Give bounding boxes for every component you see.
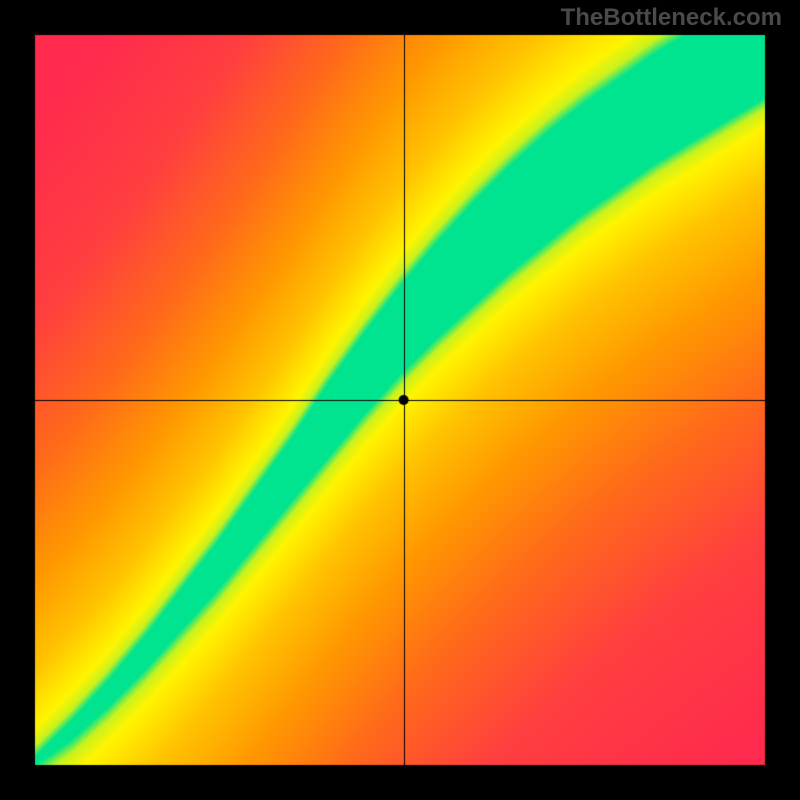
- chart-container: TheBottleneck.com: [0, 0, 800, 800]
- bottleneck-heatmap: [0, 0, 800, 800]
- watermark-text: TheBottleneck.com: [561, 4, 782, 32]
